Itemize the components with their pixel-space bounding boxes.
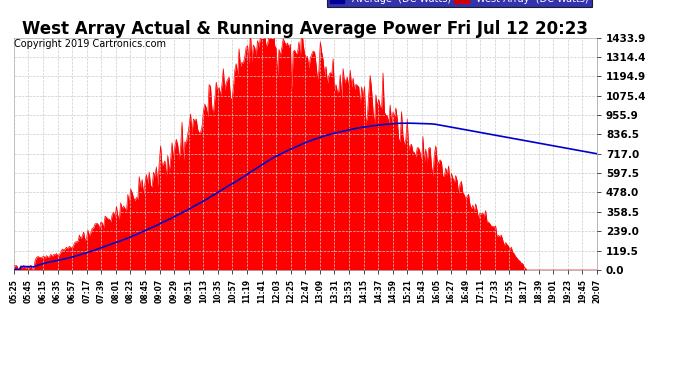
Text: Copyright 2019 Cartronics.com: Copyright 2019 Cartronics.com	[14, 39, 166, 50]
Legend: Average  (DC Watts), West Array  (DC Watts): Average (DC Watts), West Array (DC Watts…	[327, 0, 592, 7]
Title: West Array Actual & Running Average Power Fri Jul 12 20:23: West Array Actual & Running Average Powe…	[22, 20, 589, 38]
